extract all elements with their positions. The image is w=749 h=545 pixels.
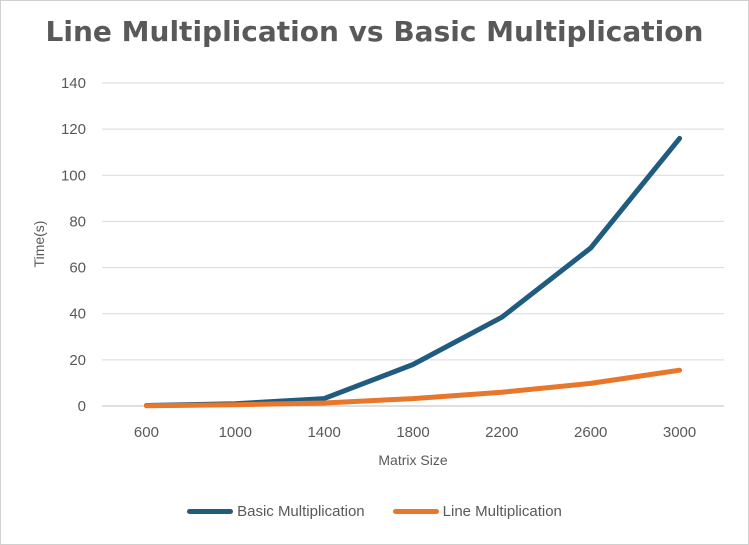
x-tick-labels: 600 1000 1400 1800 2200 2600 3000: [134, 424, 696, 441]
legend-item: Basic Multiplication: [187, 503, 365, 520]
y-tick-label: 140: [61, 75, 86, 92]
gridlines: [102, 82, 724, 407]
legend-swatch: [187, 509, 234, 514]
x-axis-title: Matrix Size: [378, 452, 447, 468]
legend-swatch: [392, 509, 439, 514]
y-tick-labels: 0 20 40 60 80 100 120 140: [61, 75, 86, 415]
x-tick-label: 1400: [307, 424, 340, 441]
y-tick-label: 80: [69, 213, 86, 230]
y-tick-label: 20: [69, 352, 86, 369]
x-tick-label: 3000: [663, 424, 696, 441]
x-tick-label: 2600: [574, 424, 607, 441]
x-tick-label: 1000: [219, 424, 252, 441]
y-tick-label: 100: [61, 167, 86, 184]
series-lines: [143, 135, 683, 409]
chart-title: Line Multiplication vs Basic Multiplicat…: [45, 15, 704, 48]
legend-item: Line Multiplication: [392, 503, 562, 520]
y-tick-label: 60: [69, 260, 86, 277]
legend-label: Line Multiplication: [442, 503, 562, 520]
y-axis-title: Time(s): [31, 221, 47, 268]
y-tick-label: 40: [69, 306, 86, 323]
x-tick-label: 600: [134, 424, 159, 441]
series-line-2: [143, 367, 683, 409]
x-tick-label: 1800: [396, 424, 429, 441]
legend: Basic Multiplication Line Multiplication: [0, 503, 749, 520]
legend-label: Basic Multiplication: [237, 503, 365, 520]
y-tick-label: 0: [78, 398, 86, 415]
x-tick-label: 2200: [485, 424, 518, 441]
y-tick-label: 120: [61, 121, 86, 138]
series-line-1: [143, 135, 683, 408]
